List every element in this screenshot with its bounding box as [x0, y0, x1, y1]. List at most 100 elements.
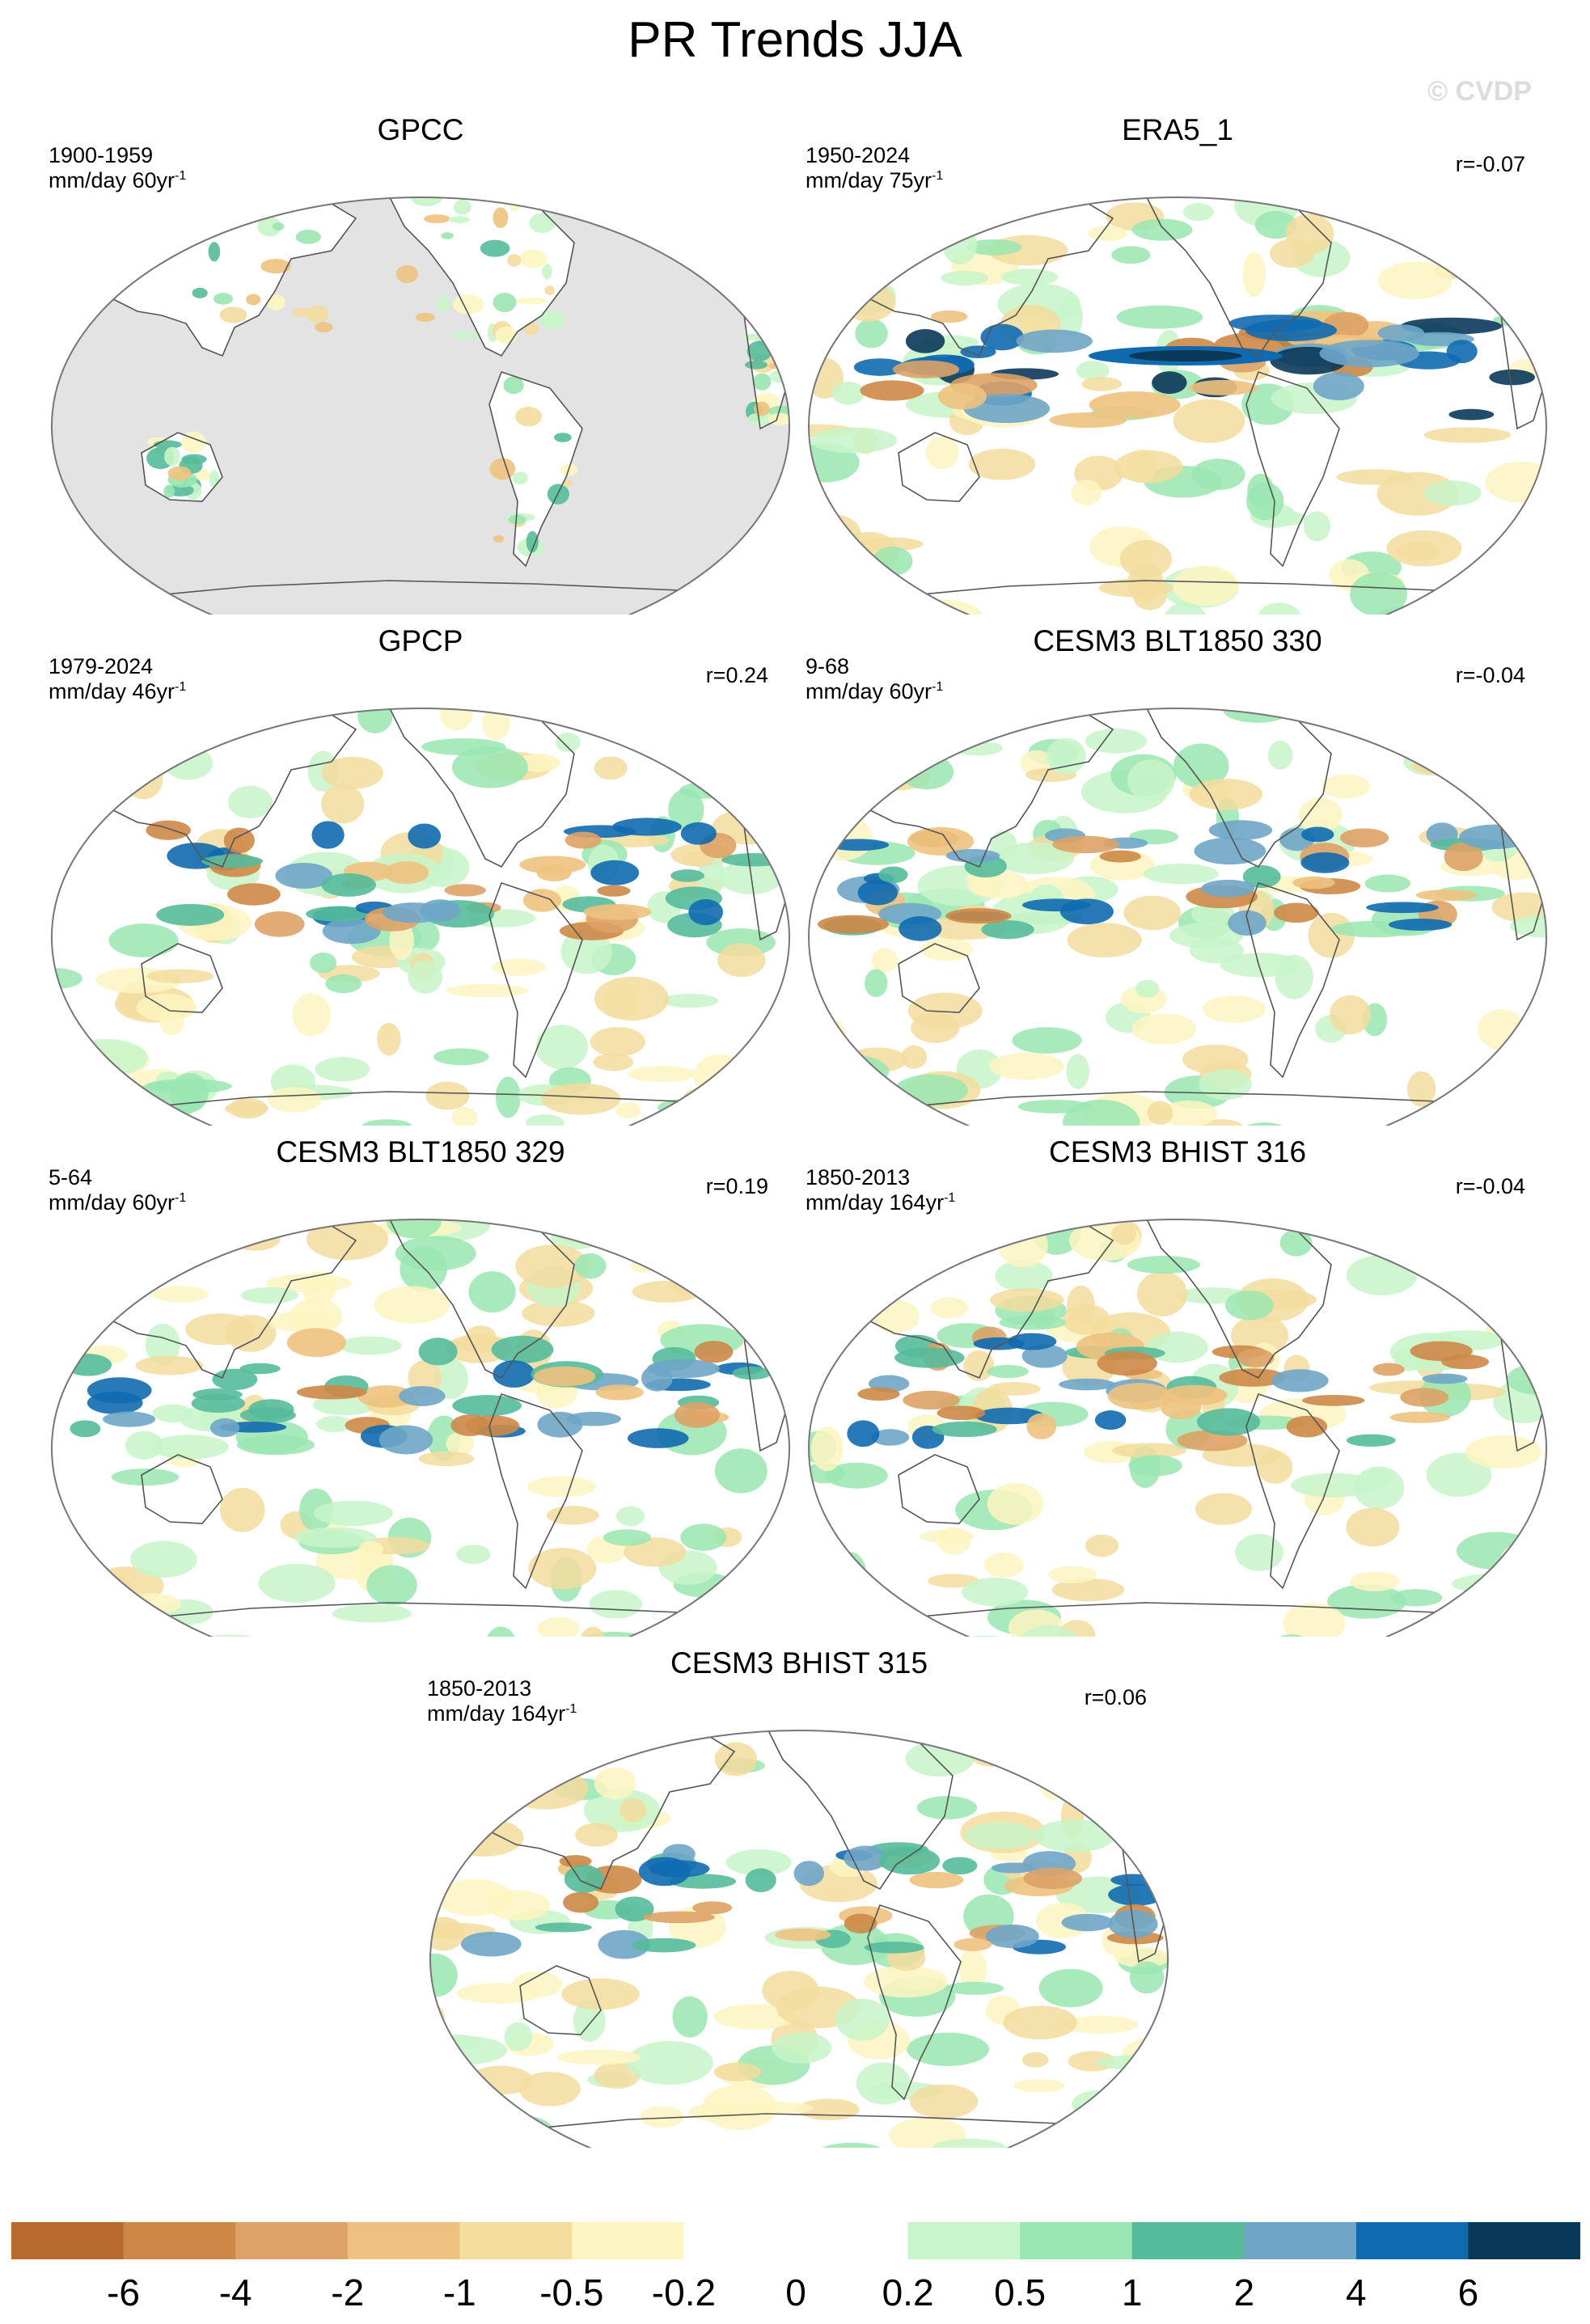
trend-blob — [565, 831, 602, 849]
trend-blob — [1423, 427, 1512, 443]
trend-blob — [905, 1740, 975, 1777]
trend-blob — [492, 958, 546, 976]
trend-blob — [1021, 1344, 1068, 1368]
trend-blob — [1235, 1534, 1283, 1571]
trend-blob — [641, 1365, 673, 1392]
trend-blob — [451, 1106, 478, 1126]
trend-blob — [1366, 902, 1439, 914]
trend-blob — [325, 974, 362, 994]
trend-blob — [1061, 1913, 1114, 1932]
trend-blob — [240, 1287, 298, 1304]
figure-title: PR Trends JJA — [628, 12, 962, 68]
trend-blob — [536, 864, 572, 881]
trend-blob — [1302, 1395, 1365, 1406]
trend-blob — [1194, 837, 1267, 865]
trend-blob — [311, 821, 345, 849]
trend-blob — [1055, 1876, 1144, 1913]
trend-blob — [446, 984, 529, 998]
trend-blob — [1096, 2055, 1168, 2070]
trend-blob — [1451, 1574, 1537, 1595]
trend-blob — [770, 325, 783, 336]
map-panel-gpcp: GPCP 1979-2024 mm/day 46yr-1 r=0.24 — [49, 624, 793, 1126]
trend-blob — [1173, 743, 1229, 788]
trend-blob — [762, 1971, 819, 2010]
trend-blob — [150, 1435, 229, 1460]
trend-blob — [192, 287, 208, 298]
trend-blob — [1465, 1435, 1541, 1469]
trend-blob — [930, 310, 968, 323]
trend-blob — [512, 471, 528, 485]
trend-blob — [439, 708, 473, 731]
trend-blob — [937, 1405, 986, 1421]
trend-blob — [860, 380, 924, 401]
trend-blob — [258, 1563, 336, 1604]
trend-blob — [742, 1594, 789, 1629]
trend-blob — [690, 1248, 773, 1275]
trend-blob — [145, 1323, 180, 1366]
trend-blob — [1339, 828, 1389, 847]
trend-blob — [693, 1054, 749, 1098]
trend-blob — [1501, 1623, 1546, 1637]
trend-blob — [556, 2049, 641, 2065]
trend-blob — [963, 394, 1051, 424]
trend-blob — [504, 2022, 533, 2051]
trend-blob — [564, 1865, 604, 1893]
colorbar-swatch — [683, 2222, 797, 2259]
trend-blob — [544, 285, 555, 295]
trend-blob — [1258, 602, 1301, 615]
trend-blob — [181, 454, 207, 465]
trend-blob — [1489, 369, 1535, 386]
trend-blob — [987, 1364, 1029, 1379]
trend-blob — [688, 2102, 762, 2123]
trend-blob — [1346, 1434, 1396, 1447]
trend-blob — [418, 1451, 475, 1467]
trend-blob — [1059, 1378, 1116, 1391]
trend-blob — [810, 427, 898, 454]
panel-units: mm/day 60yr-1 — [806, 679, 944, 704]
panel-title: CESM3 BHIST 316 — [1048, 1135, 1307, 1168]
trend-blob — [856, 2062, 911, 2105]
trend-blob — [958, 1948, 987, 1990]
trend-blob — [1330, 995, 1372, 1035]
trend-blob — [537, 1411, 583, 1438]
trend-blob — [1274, 902, 1319, 923]
trend-blob — [1267, 740, 1293, 770]
trend-blob — [1459, 824, 1530, 850]
trend-blob — [909, 1871, 964, 1889]
panel-title: GPCP — [378, 624, 463, 657]
trend-blob — [1300, 851, 1350, 873]
trend-blob — [1026, 1413, 1057, 1439]
colorbar-swatch — [1020, 2222, 1133, 2259]
trend-blob — [595, 1384, 644, 1401]
trend-blob — [315, 1415, 353, 1433]
trend-blob — [990, 1288, 1064, 1312]
trend-blob — [82, 1571, 133, 1608]
trend-blob — [1067, 923, 1142, 957]
trend-blob — [1147, 1101, 1173, 1126]
trend-blob — [1143, 863, 1219, 885]
trend-blob — [554, 433, 572, 442]
trend-blob — [338, 1336, 402, 1355]
trend-blob — [1050, 2136, 1078, 2148]
trend-blob — [1275, 954, 1313, 999]
trend-blob — [1474, 590, 1504, 615]
trend-blob — [1108, 1780, 1147, 1820]
trend-blob — [1219, 1368, 1287, 1387]
trend-blob — [593, 1053, 634, 1071]
trend-blob — [925, 436, 959, 470]
trend-blob — [1081, 377, 1123, 391]
trend-blob — [714, 1742, 757, 1777]
trend-blob — [809, 563, 827, 583]
map-background — [52, 197, 789, 615]
map-frame — [51, 196, 790, 615]
trend-blob — [1423, 480, 1482, 506]
trend-blob — [1094, 1410, 1127, 1430]
trend-blob — [518, 2071, 581, 2106]
trend-blob — [1059, 898, 1114, 925]
map-cesm3-bhist-316 — [808, 1219, 1547, 1637]
trend-blob — [523, 322, 539, 336]
trend-blob — [495, 326, 518, 344]
trend-blob — [688, 898, 724, 926]
trend-blob — [831, 278, 856, 317]
trend-blob — [1283, 1603, 1346, 1637]
